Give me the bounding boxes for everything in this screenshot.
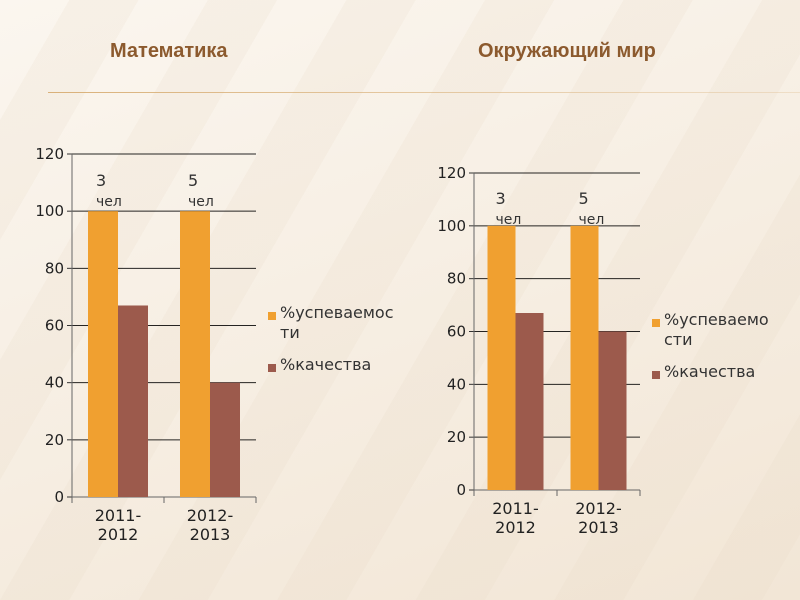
y-tick-label: 20 xyxy=(45,431,64,449)
y-tick-label: 60 xyxy=(447,323,466,341)
legend-swatch xyxy=(652,319,660,327)
y-tick-label: 20 xyxy=(447,428,466,446)
slide-title-math: Математика xyxy=(110,40,228,62)
y-tick-label: 100 xyxy=(437,217,466,235)
y-tick-label: 0 xyxy=(54,488,64,506)
y-tick-label: 120 xyxy=(437,164,466,182)
x-tick-label: 2011-2012 xyxy=(95,506,142,544)
legend-label: %качества xyxy=(664,362,755,381)
y-tick-label: 40 xyxy=(45,374,64,392)
data-annotation: 5 чел xyxy=(188,171,214,210)
bar-uspevaemost xyxy=(180,211,210,497)
y-tick-label: 80 xyxy=(447,270,466,288)
bar-kachestvo xyxy=(210,382,240,497)
y-tick-label: 0 xyxy=(456,481,466,499)
title-divider xyxy=(48,92,800,93)
x-tick-label: 2011-2012 xyxy=(492,499,539,537)
legend-swatch xyxy=(268,312,276,320)
y-tick-label: 40 xyxy=(447,375,466,393)
y-tick-label: 100 xyxy=(35,202,64,220)
data-annotation: 3 чел xyxy=(496,189,522,228)
legend-swatch xyxy=(268,364,276,372)
y-tick-label: 80 xyxy=(45,259,64,277)
bar-kachestvo xyxy=(515,313,544,490)
bar-kachestvo xyxy=(598,331,627,490)
y-tick-label: 60 xyxy=(45,317,64,335)
x-tick-label: 2012-2013 xyxy=(187,506,234,544)
bar-kachestvo xyxy=(118,305,148,497)
bar-uspevaemost xyxy=(88,211,118,497)
y-tick-label: 120 xyxy=(35,145,64,163)
data-annotation: 5 чел xyxy=(579,189,605,228)
legend-swatch xyxy=(652,371,660,379)
bar-uspevaemost xyxy=(487,225,516,491)
x-tick-label: 2012-2013 xyxy=(575,499,622,537)
slide-title-world: Окружающий мир xyxy=(478,40,656,62)
bar-uspevaemost xyxy=(570,225,599,491)
data-annotation: 3 чел xyxy=(96,171,122,210)
legend-label: %качества xyxy=(280,355,371,374)
